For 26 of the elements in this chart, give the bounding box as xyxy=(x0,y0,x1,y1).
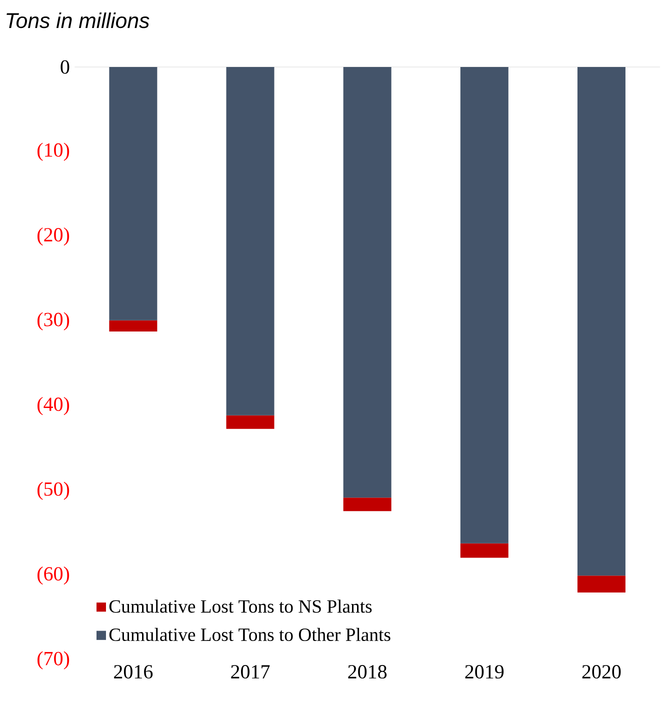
bar xyxy=(577,576,626,593)
y-tick-label: (50) xyxy=(38,482,70,500)
bar xyxy=(343,498,392,512)
bar xyxy=(460,543,508,558)
bar xyxy=(577,67,626,576)
bar xyxy=(109,67,158,320)
legend-label: Cumulative Lost Tons to Other Plants xyxy=(109,628,390,642)
y-tick-label: (10) xyxy=(38,142,70,161)
x-tick-label: 2018 xyxy=(348,665,387,679)
y-tick-label: (30) xyxy=(38,312,70,330)
y-tick-label: (20) xyxy=(38,227,70,246)
bar xyxy=(226,67,274,416)
x-tick-label: 2016 xyxy=(114,665,153,679)
y-tick-label: (70) xyxy=(38,651,70,670)
x-tick-label: 2020 xyxy=(582,665,621,679)
bar xyxy=(109,320,158,332)
y-tick-label: (60) xyxy=(38,566,70,585)
bar xyxy=(460,67,508,544)
y-tick-label: 0 xyxy=(60,60,70,74)
x-tick-label: 2019 xyxy=(465,665,504,679)
y-tick-label: (40) xyxy=(38,396,70,416)
chart-subtitle: Tons in millions xyxy=(6,12,150,28)
bar xyxy=(226,415,274,429)
x-tick-label: 2017 xyxy=(231,665,270,679)
bar xyxy=(343,67,392,498)
legend-label: Cumulative Lost Tons to NS Plants xyxy=(109,600,372,613)
